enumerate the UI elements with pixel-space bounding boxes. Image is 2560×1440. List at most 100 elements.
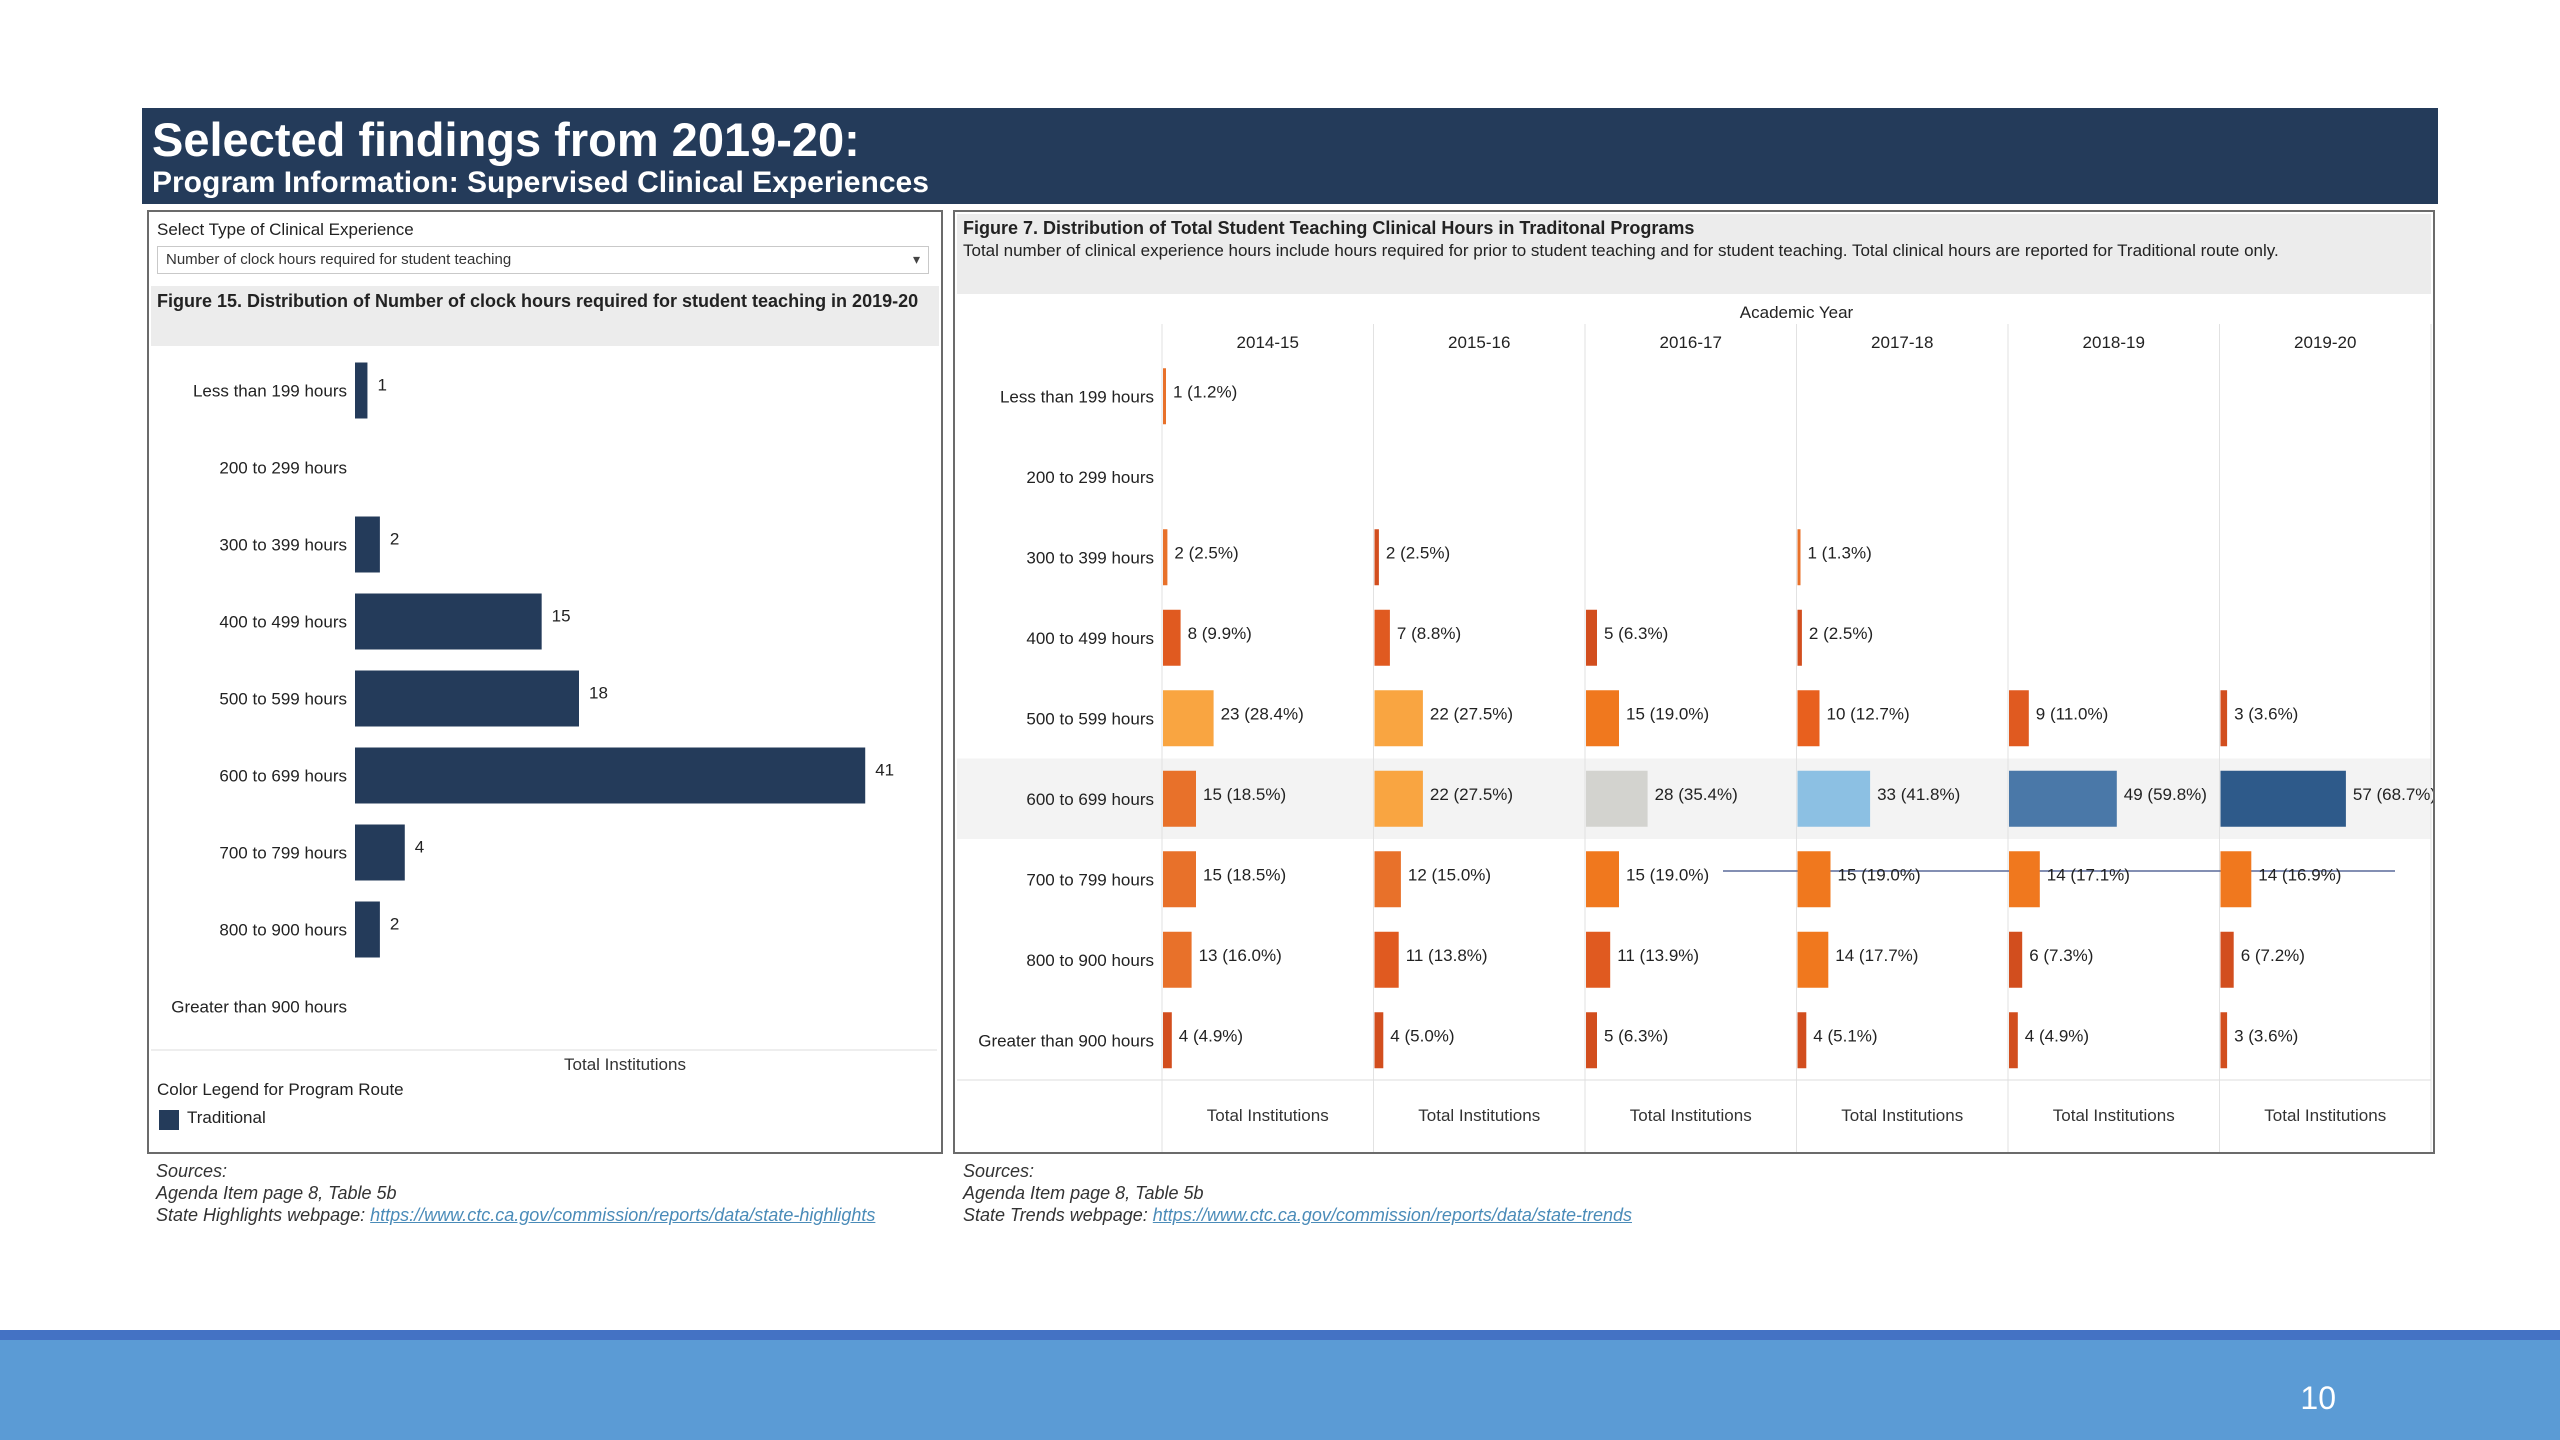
value-label-2019-20-greater-than-900-hours: 3 (3.6%)	[2234, 1026, 2298, 1045]
bar-2015-16-300-to-399-hours	[1374, 529, 1379, 586]
value-label-2016-17-700-to-799-hours: 15 (19.0%)	[1626, 865, 1709, 884]
value-label-2015-16-greater-than-900-hours: 4 (5.0%)	[1390, 1026, 1454, 1045]
page-number: 10	[2300, 1380, 2336, 1416]
figure7-chart: Academic Year Less than 199 hours 200 to 2…	[957, 303, 2433, 1152]
value-label-2015-16-800-to-900-hours: 11 (13.8%)	[1406, 946, 1488, 965]
clinical-experience-select[interactable]: Number of clock hours required for stude…	[157, 246, 929, 274]
value-label-2017-18-300-to-399-hours: 1 (1.3%)	[1808, 543, 1872, 562]
row-label-500-to-599-hours: 500 to 599 hours	[219, 690, 347, 709]
value-label-2015-16-500-to-599-hours: 22 (27.5%)	[1430, 704, 1513, 723]
value-label-2018-19-greater-than-900-hours: 4 (4.9%)	[2025, 1026, 2089, 1045]
value-label-800-to-900-hours: 2	[390, 915, 399, 934]
right-sources: Sources: Agenda Item page 8, Table 5b St…	[963, 1160, 1632, 1226]
slide-title: Selected findings from 2019-20:	[152, 113, 860, 166]
row-label-200-to-299-hours: 200 to 299 hours	[1026, 468, 1154, 487]
bar-2018-19-700-to-799-hours	[2009, 851, 2040, 908]
bar-2016-17-greater-than-900-hours	[1586, 1012, 1597, 1069]
row-label-800-to-900-hours: 800 to 900 hours	[1026, 951, 1154, 970]
row-label-greater-than-900-hours: Greater than 900 hours	[978, 1031, 1154, 1050]
value-label-2014-15-600-to-699-hours: 15 (18.5%)	[1203, 785, 1286, 804]
slide-header: Selected findings from 2019-20: Program …	[142, 108, 2438, 204]
value-label-2019-20-600-to-699-hours: 57 (68.7%)	[2353, 785, 2433, 804]
row-label-less-than-199-hours: Less than 199 hours	[193, 382, 347, 401]
select-label: Select Type of Clinical Experience	[157, 220, 414, 239]
row-label-less-than-199-hours: Less than 199 hours	[1000, 387, 1154, 406]
bar-400-to-499-hours	[355, 593, 542, 650]
bar-2017-18-greater-than-900-hours	[1797, 1012, 1807, 1069]
value-label-700-to-799-hours: 4	[415, 838, 424, 857]
year-header-2015-16: 2015-16	[1448, 333, 1510, 352]
right-source-prefix: State Trends webpage:	[963, 1205, 1148, 1225]
row-label-700-to-799-hours: 700 to 799 hours	[219, 844, 347, 863]
state-trends-link[interactable]: https://www.ctc.ca.gov/commission/report…	[1152, 1205, 1632, 1225]
slide-subtitle: Program Information: Supervised Clinical…	[152, 166, 929, 199]
value-label-2015-16-700-to-799-hours: 12 (15.0%)	[1408, 865, 1491, 884]
value-label-2019-20-700-to-799-hours: 14 (16.9%)	[2258, 865, 2341, 884]
year-header-2017-18: 2017-18	[1871, 333, 1933, 352]
value-label-2018-19-600-to-699-hours: 49 (59.8%)	[2124, 785, 2207, 804]
figure15-title: Figure 15. Distribution of Number of clo…	[151, 286, 939, 346]
bar-2019-20-700-to-799-hours	[2220, 851, 2252, 908]
select-value: Number of clock hours required for stude…	[166, 251, 512, 268]
value-label-2017-18-600-to-699-hours: 33 (41.8%)	[1877, 785, 1960, 804]
value-label-2017-18-greater-than-900-hours: 4 (5.1%)	[1813, 1026, 1877, 1045]
row-label-300-to-399-hours: 300 to 399 hours	[219, 536, 347, 555]
value-label-500-to-599-hours: 18	[589, 684, 608, 703]
year-header-2019-20: 2019-20	[2294, 333, 2356, 352]
year-header-2016-17: 2016-17	[1660, 333, 1722, 352]
x-axis-label-2014-15: Total Institutions	[1207, 1106, 1329, 1125]
value-label-300-to-399-hours: 2	[390, 530, 399, 549]
bar-2019-20-500-to-599-hours	[2220, 690, 2228, 747]
slide-footer: 10	[0, 1330, 2560, 1440]
bar-2017-18-300-to-399-hours	[1797, 529, 1801, 586]
bar-800-to-900-hours	[355, 901, 380, 958]
figure7-title: Figure 7. Distribution of Total Student …	[963, 218, 1695, 238]
column-header: Academic Year	[1740, 303, 1854, 322]
bar-500-to-599-hours	[355, 670, 579, 727]
value-label-2015-16-300-to-399-hours: 2 (2.5%)	[1386, 543, 1450, 562]
state-highlights-link[interactable]: https://www.ctc.ca.gov/commission/report…	[370, 1205, 876, 1225]
row-label-300-to-399-hours: 300 to 399 hours	[1026, 548, 1154, 567]
bar-2014-15-600-to-699-hours	[1163, 770, 1196, 827]
value-label-2018-19-800-to-900-hours: 6 (7.3%)	[2029, 946, 2093, 965]
figure7-description: Total number of clinical experience hour…	[963, 241, 2279, 260]
row-label-500-to-599-hours: 500 to 599 hours	[1026, 709, 1154, 728]
value-label-2016-17-600-to-699-hours: 28 (35.4%)	[1655, 785, 1738, 804]
value-label-2017-18-400-to-499-hours: 2 (2.5%)	[1809, 624, 1873, 643]
bar-2016-17-500-to-599-hours	[1586, 690, 1619, 747]
value-label-2014-15-less-than-199-hours: 1 (1.2%)	[1173, 382, 1237, 401]
bar-2014-15-greater-than-900-hours	[1163, 1012, 1172, 1069]
chevron-down-icon: ▾	[912, 251, 920, 267]
bar-2014-15-700-to-799-hours	[1163, 851, 1196, 908]
bar-2015-16-800-to-900-hours	[1374, 931, 1399, 988]
x-axis-label: Total Institutions	[564, 1055, 686, 1070]
x-axis-label-2018-19: Total Institutions	[2053, 1106, 2175, 1125]
bar-2014-15-400-to-499-hours	[1163, 609, 1181, 666]
left-source-prefix: State Highlights webpage:	[156, 1205, 366, 1225]
x-axis-label-2016-17: Total Institutions	[1630, 1106, 1752, 1125]
row-label-700-to-799-hours: 700 to 799 hours	[1026, 870, 1154, 889]
bar-2018-19-greater-than-900-hours	[2009, 1012, 2018, 1069]
row-label-200-to-299-hours: 200 to 299 hours	[219, 459, 347, 478]
bar-700-to-799-hours	[355, 824, 405, 881]
bar-2015-16-400-to-499-hours	[1374, 609, 1390, 666]
bar-2018-19-800-to-900-hours	[2009, 931, 2023, 988]
legend-swatch	[159, 1110, 179, 1130]
bar-2015-16-500-to-599-hours	[1374, 690, 1423, 747]
value-label-600-to-699-hours: 41	[875, 761, 894, 780]
bar-300-to-399-hours	[355, 516, 380, 573]
bar-2014-15-300-to-399-hours	[1163, 529, 1168, 586]
value-label-2017-18-800-to-900-hours: 14 (17.7%)	[1835, 946, 1918, 965]
value-label-2014-15-800-to-900-hours: 13 (16.0%)	[1199, 946, 1282, 965]
x-axis-label-2017-18: Total Institutions	[1841, 1106, 1963, 1125]
x-axis-label-2019-20: Total Institutions	[2264, 1106, 2386, 1125]
bar-2015-16-700-to-799-hours	[1374, 851, 1401, 908]
bar-2018-19-500-to-599-hours	[2009, 690, 2029, 747]
bar-2016-17-800-to-900-hours	[1586, 931, 1611, 988]
bar-less-than-199-hours	[355, 362, 368, 419]
value-label-2014-15-300-to-399-hours: 2 (2.5%)	[1174, 543, 1238, 562]
bar-2017-18-700-to-799-hours	[1797, 851, 1831, 908]
value-label-2016-17-greater-than-900-hours: 5 (6.3%)	[1604, 1026, 1668, 1045]
value-label-2016-17-800-to-900-hours: 11 (13.9%)	[1617, 946, 1699, 965]
left-sources: Sources: Agenda Item page 8, Table 5b St…	[156, 1160, 875, 1226]
